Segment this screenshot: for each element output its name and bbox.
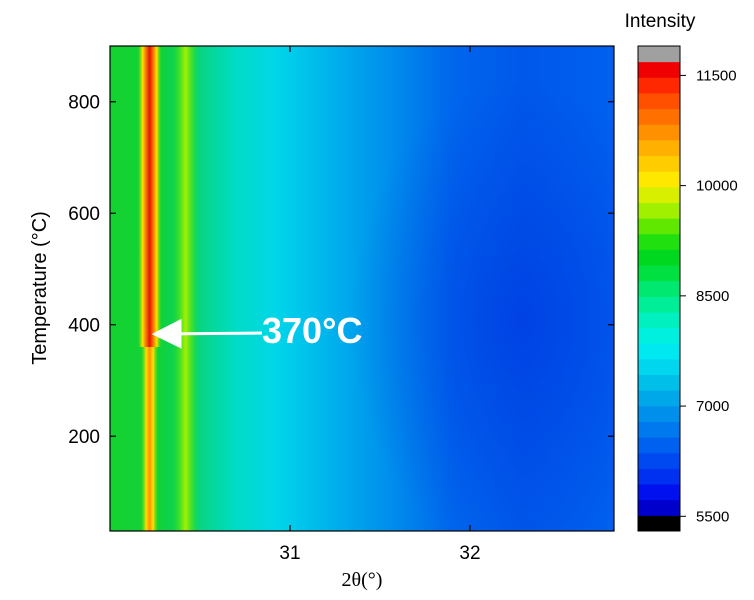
y-tick-label: 600 [68,204,100,225]
colorbar-segment [638,437,680,454]
y-axis-ticks: 200 400 600 800 [68,93,614,448]
colorbar-segment [638,343,680,360]
colorbar-segment [638,358,680,376]
colorbar-segment [638,61,680,78]
plot-frame [109,45,615,532]
colorbar-segment [638,499,680,516]
colorbar-title: Intensity [625,11,696,32]
colorbar-ticks: 5500 7000 8500 10000 11500 [680,67,738,525]
y-tick-label: 400 [68,316,100,337]
colorbar-segment [638,265,680,282]
colorbar-segment [638,139,680,157]
peak-band-30-42 [171,46,200,531]
low-intensity-region [350,80,614,531]
colorbar-segment [638,468,680,485]
annotation-label: 370°C [262,310,362,351]
colorbar-segment [638,452,680,469]
colorbar-segment [638,390,680,407]
colorbar-segment [638,218,680,235]
y-tick-label: 200 [68,427,100,448]
colorbar-segment [638,233,680,250]
peak-band-30-22-lower [140,347,159,531]
x-axis-ticks: 31 32 [279,46,481,564]
colorbar-tick-label: 7000 [696,398,729,415]
peak-band-30-22-upper [137,46,162,348]
colorbar-frame [637,45,681,532]
colorbar-segment [638,374,680,391]
x-tick-label: 32 [459,543,480,564]
colorbar-segment [638,171,680,188]
colorbar [638,46,680,532]
annotation-arrow [151,318,263,349]
colorbar-segment [638,296,680,313]
colorbar-segment [638,327,680,344]
colorbar-tick-label: 11500 [696,67,737,84]
colorbar-segment [638,92,680,110]
colorbar-segment [638,77,680,94]
colorbar-segment [638,46,680,63]
colorbar-tick-label: 10000 [696,178,738,195]
colorbar-tick-label: 8500 [696,288,729,305]
colorbar-segment [638,155,680,172]
colorbar-segment [638,405,680,422]
heatmap-field [110,46,614,531]
colorbar-segment [638,515,680,532]
colorbar-segment [638,186,680,203]
colorbar-segment [638,249,680,266]
colorbar-tick-label: 5500 [696,508,729,525]
colorbar-segment [638,484,680,501]
x-tick-label: 31 [279,543,300,564]
colorbar-segment [638,108,680,125]
y-axis-title: Temperature (°C) [29,211,51,365]
colorbar-segment [638,124,680,141]
colorbar-segment [638,311,680,329]
y-tick-label: 800 [68,93,100,114]
colorbar-segment [638,280,680,297]
colorbar-segment [638,421,680,438]
x-axis-title: 2θ(°) [342,569,383,591]
colorbar-segment [638,202,680,219]
